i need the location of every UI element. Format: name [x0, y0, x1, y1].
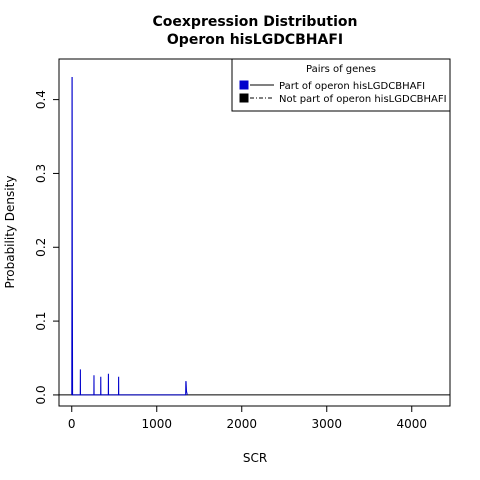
x-tick-label: 1000	[141, 417, 172, 431]
x-axis-label: SCR	[243, 451, 267, 465]
y-tick-label: 0.0	[34, 385, 48, 404]
series-layer	[59, 76, 450, 396]
x-tick-label: 2000	[226, 417, 257, 431]
y-tick-label: 0.4	[34, 90, 48, 109]
x-tick-label: 0	[68, 417, 76, 431]
legend-entry-part-of-operon: Part of operon hisLGDCBHAFI	[279, 81, 425, 92]
legend-title: Pairs of genes	[306, 64, 376, 75]
x-tick-label: 3000	[311, 417, 342, 431]
y-tick-label: 0.2	[34, 238, 48, 257]
chart-title: Coexpression Distribution	[153, 14, 358, 30]
series-line-part-of-operon	[71, 76, 188, 396]
legend-swatch-part-of-operon	[239, 80, 249, 90]
y-axis-label: Probability Density	[3, 176, 17, 289]
legend-swatch-not-part-of-operon	[239, 93, 249, 103]
x-tick-label: 4000	[396, 417, 427, 431]
legend: Pairs of genes Part of operon hisLGDCBHA…	[231, 58, 451, 112]
y-tick-label: 0.3	[34, 164, 48, 183]
x-axis: 0 1000 2000 3000 4000	[68, 406, 427, 431]
chart-subtitle: Operon hisLGDCBHAFI	[167, 32, 343, 48]
y-axis: 0.0 0.1 0.2 0.3 0.4	[34, 90, 59, 404]
legend-entry-not-part-of-operon: Not part of operon hisLGDCBHAFI	[279, 94, 447, 105]
y-tick-label: 0.1	[34, 312, 48, 331]
